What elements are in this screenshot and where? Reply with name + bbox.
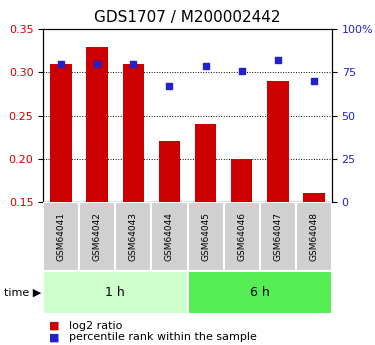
Bar	[152, 202, 188, 271]
Point	[202, 63, 208, 68]
Text: GSM64043: GSM64043	[129, 212, 138, 261]
Text: GSM64042: GSM64042	[93, 212, 102, 261]
Point	[94, 61, 100, 67]
Text: percentile rank within the sample: percentile rank within the sample	[69, 333, 257, 342]
Bar	[267, 81, 289, 202]
Bar	[188, 271, 332, 314]
Point	[238, 68, 244, 73]
Text: GSM64045: GSM64045	[201, 212, 210, 261]
Bar	[43, 202, 79, 271]
Bar	[123, 64, 144, 202]
Bar	[195, 124, 216, 202]
Text: GSM64044: GSM64044	[165, 212, 174, 261]
Bar	[188, 202, 224, 271]
Bar	[159, 141, 180, 202]
Bar	[116, 202, 152, 271]
Bar	[231, 159, 252, 202]
Bar	[50, 64, 72, 202]
Text: GSM64041: GSM64041	[57, 212, 66, 261]
Point	[130, 61, 136, 67]
Text: log2 ratio: log2 ratio	[69, 321, 123, 331]
Bar	[79, 202, 116, 271]
Bar	[260, 202, 296, 271]
Bar	[303, 193, 325, 202]
Point	[58, 61, 64, 67]
Text: ■: ■	[49, 321, 59, 331]
Text: GSM64046: GSM64046	[237, 212, 246, 261]
Text: GSM64048: GSM64048	[309, 212, 318, 261]
Bar	[296, 202, 332, 271]
Point	[275, 58, 281, 63]
Bar	[86, 47, 108, 202]
Text: 1 h: 1 h	[105, 286, 125, 299]
Text: 6 h: 6 h	[250, 286, 270, 299]
Bar	[224, 202, 260, 271]
Text: time ▶: time ▶	[4, 287, 41, 297]
Point	[166, 83, 172, 89]
Text: ■: ■	[49, 333, 59, 342]
Text: GDS1707 / M200002442: GDS1707 / M200002442	[94, 10, 281, 25]
Bar	[43, 271, 188, 314]
Point	[311, 78, 317, 84]
Text: GSM64047: GSM64047	[273, 212, 282, 261]
